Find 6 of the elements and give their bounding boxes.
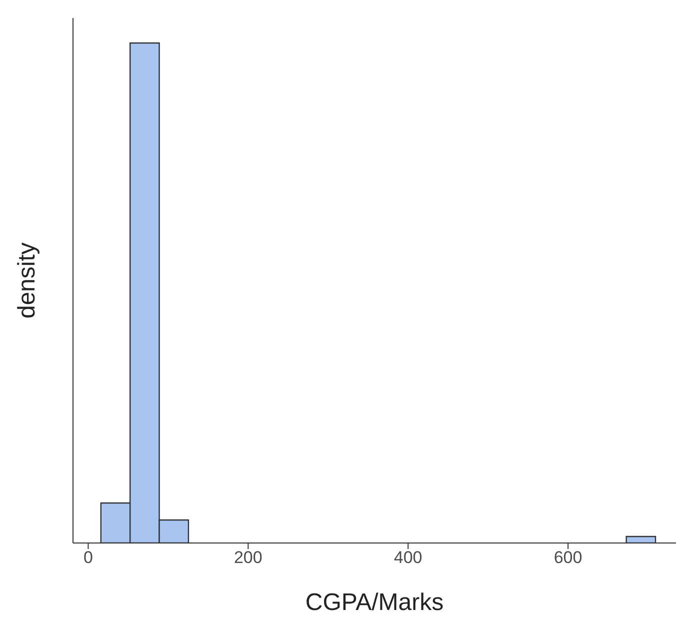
x-tick-label: 0 <box>83 548 93 568</box>
x-tick-label: 400 <box>394 548 422 568</box>
x-axis-title: CGPA/Marks <box>305 589 444 616</box>
y-axis-title: density <box>14 242 41 319</box>
x-tick-label: 200 <box>234 548 262 568</box>
x-tick-label: 600 <box>554 548 582 568</box>
